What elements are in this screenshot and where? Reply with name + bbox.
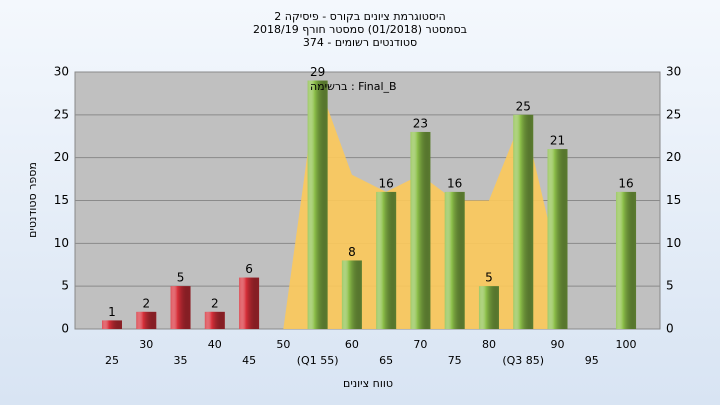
data-label: 2 [211, 296, 219, 310]
x-tick-label: (Q1 55) [297, 354, 339, 367]
data-label: 23 [413, 116, 428, 130]
x-tick-label: 100 [616, 338, 637, 351]
y-axis-label: מספר סטודנטים [26, 162, 39, 238]
x-tick-label: 65 [379, 354, 393, 367]
y-tick-label-right: 0 [666, 322, 674, 336]
chart-title: היסטוגרמת ציונים בקורס - פיסיקה 2 [274, 10, 445, 23]
bar [376, 191, 397, 329]
chart-subtitle: בסמסטר (01/2018) סמסטר חורף 2018/19 [253, 23, 467, 36]
bar [478, 286, 499, 329]
y-tick-label: 5 [61, 279, 69, 293]
x-tick-label: 70 [413, 338, 427, 351]
data-label: 16 [379, 176, 394, 190]
chart-subtitle: סטודנטים רשומים - 374 [303, 36, 417, 49]
x-tick-label: 25 [105, 354, 119, 367]
y-tick-label: 20 [54, 150, 69, 164]
y-tick-label: 30 [54, 65, 69, 79]
y-tick-label: 25 [54, 107, 69, 121]
bar [444, 191, 465, 329]
x-axis-label: טווח ציונים [343, 377, 393, 390]
bar [616, 191, 637, 329]
data-label: 16 [447, 176, 462, 190]
data-label: 1 [108, 305, 116, 319]
data-label: 5 [177, 271, 185, 285]
y-tick-label: 15 [54, 193, 69, 207]
annotation: ברשימה : Final_B [310, 80, 397, 93]
y-tick-label-right: 10 [666, 236, 681, 250]
bar [341, 260, 362, 329]
y-tick-label-right: 15 [666, 193, 681, 207]
bar [307, 80, 328, 329]
bar [239, 277, 260, 329]
x-tick-label: 95 [585, 354, 599, 367]
x-tick-label: 45 [242, 354, 256, 367]
data-label: 6 [245, 262, 253, 276]
bar [513, 114, 534, 329]
x-tick-label: 75 [448, 354, 462, 367]
data-label: 5 [485, 271, 493, 285]
x-tick-label: 50 [276, 338, 290, 351]
y-tick-label-right: 25 [666, 107, 681, 121]
x-tick-label: 40 [208, 338, 222, 351]
y-tick-label-right: 30 [666, 65, 681, 79]
bar [204, 311, 225, 329]
bar [102, 320, 122, 329]
bar [136, 311, 157, 329]
x-tick-label: 35 [174, 354, 188, 367]
y-tick-label-right: 20 [666, 150, 681, 164]
x-tick-label: (Q3 85) [502, 354, 544, 367]
x-tick-label: 30 [139, 338, 153, 351]
x-tick-label: 60 [345, 338, 359, 351]
y-tick-label: 0 [61, 322, 69, 336]
bar [410, 131, 431, 329]
x-tick-label: 80 [482, 338, 496, 351]
data-label: 2 [142, 296, 150, 310]
data-label: 29 [310, 65, 325, 79]
data-label: 25 [516, 99, 531, 113]
y-tick-label: 10 [54, 236, 69, 250]
bar [547, 149, 568, 329]
y-tick-label-right: 5 [666, 279, 674, 293]
data-label: 16 [618, 176, 633, 190]
x-tick-label: 90 [551, 338, 565, 351]
data-label: 21 [550, 134, 565, 148]
bar [170, 286, 191, 329]
data-label: 8 [348, 245, 356, 259]
